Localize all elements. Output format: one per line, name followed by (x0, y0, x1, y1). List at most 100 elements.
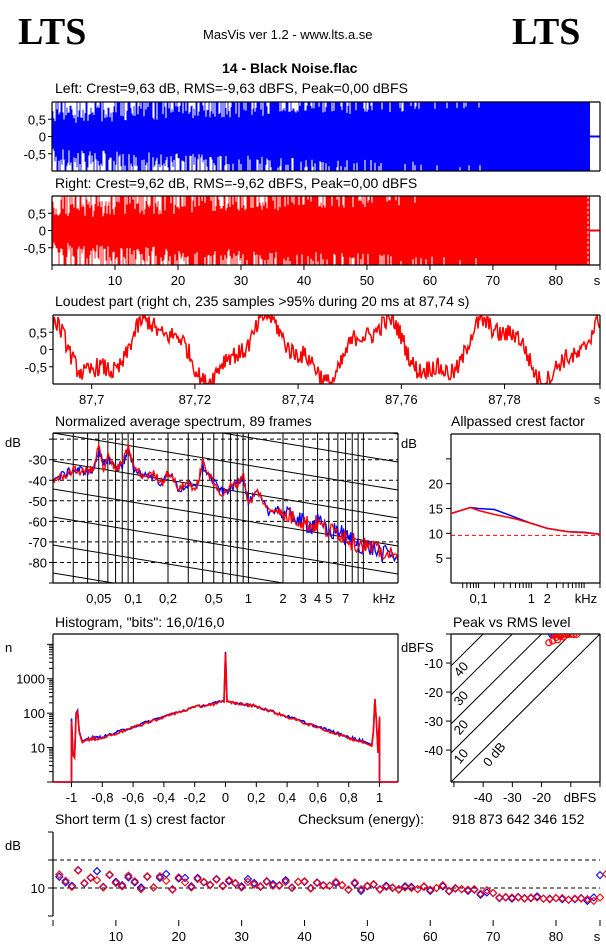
xtick-label: -1 (66, 790, 78, 805)
xtick-label: 30 (234, 273, 248, 288)
xtick-label: 50 (360, 929, 374, 944)
short-term-point-left (281, 875, 290, 885)
short-term-point-right (576, 894, 586, 903)
xtick-label: 7 (342, 591, 349, 606)
short-term-point-left (268, 879, 278, 889)
short-term-point-right (356, 884, 366, 894)
crest-diagonal-label: 20 (451, 717, 472, 738)
spectrum-title: Normalized average spectrum, 89 frames (55, 413, 312, 429)
short-term-point-left (55, 872, 64, 882)
ytick-label: 10 (31, 881, 45, 896)
short-term-point-right (212, 875, 221, 884)
xtick-label: 20 (172, 929, 186, 944)
short-term-point-right (256, 882, 265, 891)
short-term-point-right (218, 882, 228, 891)
short-term-point-right (237, 883, 246, 892)
short-term-point-right (117, 882, 127, 891)
short-term-point-left (331, 878, 341, 888)
short-term-point-right (80, 878, 89, 888)
xtick-label: 10 (109, 929, 123, 944)
short-term-point-right (61, 876, 70, 885)
ytick-label: 10 (429, 526, 443, 541)
short-term-point-right (180, 878, 190, 887)
xtick-label: 80 (549, 273, 563, 288)
spectrum-slope-line (53, 460, 398, 519)
histogram-ylabel: n (5, 640, 12, 655)
xtick-label: 87,74 (282, 392, 315, 407)
short-term-point-right (205, 880, 215, 890)
ytick-label: 10 (31, 741, 45, 756)
short-term-point-right (363, 881, 372, 891)
xtick-label: 0 (222, 790, 229, 805)
short-term-point-left (564, 895, 573, 905)
short-term-point-right (570, 894, 580, 903)
xtick-label: 80 (549, 929, 563, 944)
short-term-point-right (539, 894, 548, 903)
short-term-title: Short term (1 s) crest factor (55, 811, 226, 827)
xtick-label: 0,1 (470, 591, 488, 606)
short-term-point-right (444, 886, 454, 896)
loudest-signal-group (53, 315, 600, 384)
short-term-point-right (583, 894, 592, 904)
short-term-point-right (375, 885, 385, 894)
short-term-point-right (300, 877, 309, 886)
spectrum-slope-line (53, 544, 287, 583)
peak-rms-ylabel: dBFS (401, 640, 434, 655)
spectrum-slope-line (53, 293, 398, 350)
short-term-point-right (275, 881, 284, 891)
short-term-point-right (193, 874, 202, 884)
loudest-part-title: Loudest part (right ch, 235 samples >95%… (55, 293, 470, 309)
crest-diagonal-label: 40 (451, 659, 472, 680)
short-term-point-right (457, 884, 466, 894)
xtick-label: 10 (108, 273, 122, 288)
waveform-right-waveform-envelope (52, 196, 477, 265)
short-term-point-left (130, 878, 140, 887)
short-term-point-left (476, 890, 485, 899)
short-term-point-right (168, 885, 177, 894)
waveform-left-waveform-fill (52, 102, 590, 171)
short-term-point-right (319, 881, 328, 891)
short-term-point-left (174, 874, 184, 883)
xtick-label: 0,5 (205, 591, 223, 606)
xtick-label: -30 (503, 790, 522, 805)
xtick-label: 70 (486, 929, 500, 944)
spectrum-series-left (53, 448, 398, 563)
spectrum-slope-line (53, 601, 398, 658)
spectrum-slope-line (53, 488, 398, 547)
short-term-point-right (344, 885, 353, 894)
short-term-point-left (438, 882, 448, 891)
xtick-label: 1 (376, 790, 383, 805)
short-term-point-left (532, 892, 542, 901)
short-term-point-right (149, 883, 158, 892)
short-term-point-right (337, 880, 347, 890)
peak-rms-point-right (549, 637, 557, 645)
xtick-label: 0,2 (159, 591, 177, 606)
xtick-label: 20 (171, 273, 185, 288)
short-term-point-right (92, 875, 102, 885)
short-term-point-left (67, 881, 77, 891)
xtick-label: 0,1 (124, 591, 142, 606)
short-term-point-right (281, 877, 290, 887)
spectrum-slope-line (53, 265, 398, 322)
xtick-label: 50 (360, 273, 374, 288)
short-term-point-right (224, 875, 234, 885)
short-term-point-right (306, 884, 316, 893)
peak-rms-point-right (573, 634, 581, 638)
short-term-point-right (407, 883, 416, 893)
short-term-point-right (231, 878, 240, 888)
x-unit-label: kHz (575, 591, 597, 606)
loudest-signal-line (53, 315, 600, 384)
app-version: MasVis ver 1.2 - www.lts.a.se (203, 27, 373, 42)
short-term-point-left (193, 873, 202, 883)
short-term-point-left (136, 883, 146, 892)
xtick-label: 0,2 (247, 790, 265, 805)
x-unit-label: s (594, 273, 601, 288)
checksum-value: 918 873 642 346 152 (452, 811, 585, 827)
short-term-point-left (381, 881, 391, 891)
ytick-label: -10 (424, 656, 443, 671)
allpassed-ylabel: dB (401, 436, 417, 451)
short-term-point-right (293, 877, 303, 887)
allpassed-title: Allpassed crest factor (451, 413, 585, 429)
short-term-point-right (161, 876, 171, 885)
short-term-point-right (425, 885, 435, 894)
